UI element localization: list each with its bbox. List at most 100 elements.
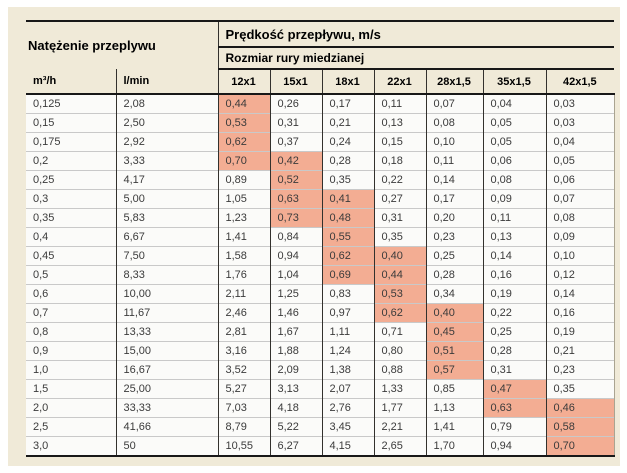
cell-lmin: 2,08 bbox=[115, 94, 218, 114]
cell-velocity: 0,46 bbox=[545, 398, 615, 418]
cell-m3h: 1,5 bbox=[26, 379, 116, 399]
velocity-group-header: Prędkość przepływu, m/s bbox=[218, 20, 615, 48]
cell-velocity: 0,53 bbox=[373, 284, 426, 304]
table-row: 0,5 8,33 1,76 1,04 0,69 0,44 0,28 0,16 0,12 bbox=[26, 265, 615, 285]
cell-velocity: 0,15 bbox=[373, 132, 426, 152]
table-row: 0,7 11,67 2,46 1,46 0,97 0,62 0,40 0,22 0,16 bbox=[26, 303, 615, 323]
cell-m3h: 0,35 bbox=[26, 208, 116, 228]
table-row: 2,5 41,66 8,79 5,22 3,45 2,21 1,41 0,79 0,58 bbox=[26, 417, 615, 437]
cell-m3h: 0,15 bbox=[26, 113, 116, 133]
cell-velocity: 0,52 bbox=[269, 170, 322, 190]
cell-velocity: 1,05 bbox=[217, 189, 270, 209]
cell-velocity: 0,31 bbox=[373, 208, 426, 228]
cell-velocity: 0,05 bbox=[482, 113, 546, 133]
cell-velocity: 0,23 bbox=[545, 360, 615, 380]
cell-velocity: 0,62 bbox=[373, 303, 426, 323]
cell-velocity: 0,62 bbox=[217, 132, 270, 152]
table-row: 0,9 15,00 3,16 1,88 1,24 0,80 0,51 0,28 0,21 bbox=[26, 341, 615, 361]
cell-lmin: 8,33 bbox=[115, 265, 218, 285]
pipe-size-group-header: Rozmiar rury miedzianej bbox=[217, 47, 615, 70]
cell-velocity: 0,16 bbox=[545, 303, 615, 323]
cell-lmin: 15,00 bbox=[115, 341, 218, 361]
cell-velocity: 0,06 bbox=[482, 151, 546, 171]
cell-velocity: 0,79 bbox=[482, 417, 546, 437]
cell-m3h: 2,0 bbox=[26, 398, 116, 418]
col-header-pipe-12x1: 12x1 bbox=[217, 69, 270, 95]
cell-velocity: 0,44 bbox=[373, 265, 426, 285]
cell-lmin: 7,50 bbox=[115, 246, 218, 266]
cell-velocity: 1,25 bbox=[269, 284, 322, 304]
cell-velocity: 0,21 bbox=[545, 341, 615, 361]
table-row: 0,2 3,33 0,70 0,42 0,28 0,18 0,11 0,06 0,05 bbox=[26, 151, 615, 171]
cell-velocity: 0,51 bbox=[425, 341, 483, 361]
table-row: 0,125 2,08 0,44 0,26 0,17 0,11 0,07 0,04 0,03 bbox=[26, 94, 615, 114]
cell-velocity: 0,04 bbox=[482, 94, 546, 114]
cell-velocity: 2,76 bbox=[321, 398, 374, 418]
cell-velocity: 2,21 bbox=[373, 417, 426, 437]
cell-velocity: 0,35 bbox=[373, 227, 426, 247]
cell-velocity: 0,31 bbox=[482, 360, 546, 380]
cell-velocity: 1,13 bbox=[425, 398, 483, 418]
flow-velocity-table: Natężenie przeplywu Prędkość przepływu, … bbox=[26, 20, 615, 457]
cell-velocity: 0,03 bbox=[545, 94, 615, 114]
cell-velocity: 1,77 bbox=[373, 398, 426, 418]
cell-velocity: 0,37 bbox=[269, 132, 322, 152]
cell-velocity: 0,53 bbox=[217, 113, 270, 133]
cell-velocity: 0,41 bbox=[321, 189, 374, 209]
cell-velocity: 0,63 bbox=[482, 398, 546, 418]
cell-velocity: 0,08 bbox=[425, 113, 483, 133]
table-panel: Natężenie przeplywu Prędkość przepływu, … bbox=[8, 7, 620, 466]
cell-velocity: 0,17 bbox=[425, 189, 483, 209]
cell-m3h: 0,7 bbox=[26, 303, 116, 323]
cell-velocity: 0,40 bbox=[373, 246, 426, 266]
cell-velocity: 0,40 bbox=[425, 303, 483, 323]
cell-velocity: 0,26 bbox=[269, 94, 322, 114]
cell-velocity: 4,18 bbox=[269, 398, 322, 418]
col-header-pipe-28x1,5: 28x1,5 bbox=[425, 69, 483, 95]
cell-lmin: 2,50 bbox=[115, 113, 218, 133]
cell-velocity: 0,84 bbox=[269, 227, 322, 247]
cell-velocity: 1,76 bbox=[217, 265, 270, 285]
col-header-m3h: m³/h bbox=[26, 69, 116, 95]
cell-velocity: 0,11 bbox=[482, 208, 546, 228]
cell-m3h: 0,8 bbox=[26, 322, 116, 342]
cell-m3h: 1,0 bbox=[26, 360, 116, 380]
cell-velocity: 0,14 bbox=[425, 170, 483, 190]
cell-velocity: 0,19 bbox=[482, 284, 546, 304]
cell-velocity: 0,08 bbox=[545, 208, 615, 228]
cell-velocity: 2,46 bbox=[217, 303, 270, 323]
cell-velocity: 0,03 bbox=[545, 113, 615, 133]
cell-velocity: 0,06 bbox=[545, 170, 615, 190]
cell-velocity: 0,24 bbox=[321, 132, 374, 152]
cell-velocity: 4,15 bbox=[321, 436, 374, 457]
cell-velocity: 0,55 bbox=[321, 227, 374, 247]
cell-velocity: 7,03 bbox=[217, 398, 270, 418]
cell-lmin: 6,67 bbox=[115, 227, 218, 247]
cell-lmin: 3,33 bbox=[115, 151, 218, 171]
cell-velocity: 0,25 bbox=[425, 246, 483, 266]
cell-velocity: 0,13 bbox=[482, 227, 546, 247]
cell-velocity: 0,16 bbox=[482, 265, 546, 285]
cell-velocity: 0,35 bbox=[545, 379, 615, 399]
table-row: 1,5 25,00 5,27 3,13 2,07 1,33 0,85 0,47 0,35 bbox=[26, 379, 615, 399]
cell-velocity: 10,55 bbox=[217, 436, 270, 457]
cell-velocity: 1,67 bbox=[269, 322, 322, 342]
cell-velocity: 1,23 bbox=[217, 208, 270, 228]
cell-velocity: 0,97 bbox=[321, 303, 374, 323]
cell-velocity: 0,05 bbox=[482, 132, 546, 152]
cell-lmin: 16,67 bbox=[115, 360, 218, 380]
cell-velocity: 0,17 bbox=[321, 94, 374, 114]
cell-velocity: 0,08 bbox=[482, 170, 546, 190]
col-header-pipe-22x1: 22x1 bbox=[373, 69, 426, 95]
column-header-row: m³/h l/min 12x1 15x1 18x1 22x1 28x1,5 35x1,5 42x… bbox=[26, 69, 615, 95]
table-row: 0,35 5,83 1,23 0,73 0,48 0,31 0,20 0,11 0,08 bbox=[26, 208, 615, 228]
cell-m3h: 0,5 bbox=[26, 265, 116, 285]
cell-velocity: 0,07 bbox=[545, 189, 615, 209]
cell-velocity: 0,42 bbox=[269, 151, 322, 171]
cell-m3h: 3,0 bbox=[26, 436, 116, 457]
cell-velocity: 1,24 bbox=[321, 341, 374, 361]
table-row: 1,0 16,67 3,52 2,09 1,38 0,88 0,57 0,31 0,23 bbox=[26, 360, 615, 380]
cell-velocity: 0,70 bbox=[545, 436, 615, 457]
cell-m3h: 0,25 bbox=[26, 170, 116, 190]
cell-velocity: 0,89 bbox=[217, 170, 270, 190]
